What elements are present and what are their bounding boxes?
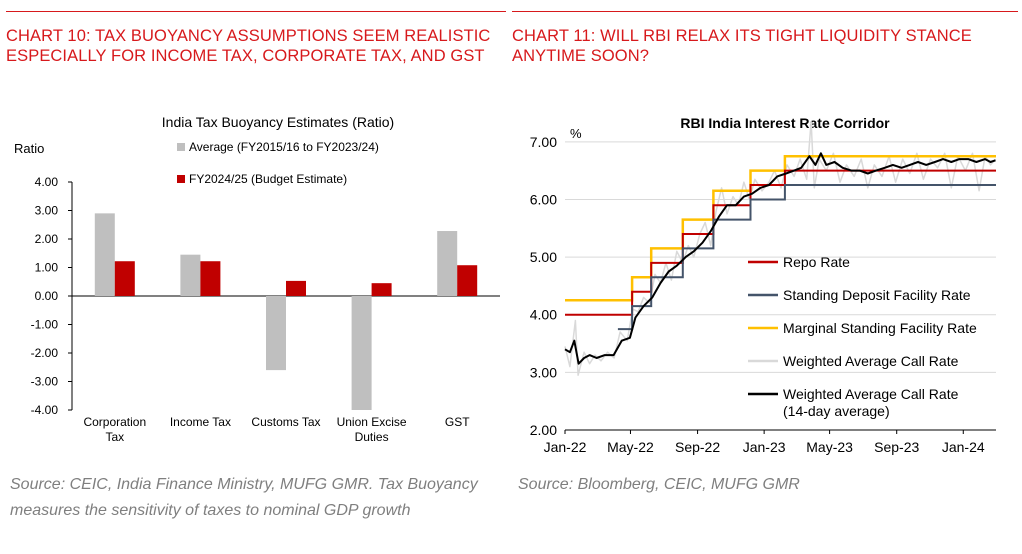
- line-y-tick-label: 2.00: [530, 422, 557, 438]
- line-y-tick-label: 3.00: [530, 364, 557, 380]
- line-x-tick-label: Jan-22: [544, 439, 587, 455]
- line-legend-label-2: Marginal Standing Facility Rate: [783, 320, 977, 336]
- line-y-tick-label: 7.00: [530, 134, 557, 150]
- line-chart-ylabel: %: [570, 126, 582, 141]
- line-x-tick-label: Jan-23: [743, 439, 786, 455]
- bar-y-tick-label: 2.00: [35, 232, 59, 246]
- bar-0-1: [180, 254, 201, 296]
- bar-y-tick-label: 4.00: [35, 175, 59, 189]
- line-legend-label-3: Weighted Average Call Rate: [783, 353, 959, 369]
- bar-category-label: Customs Tax: [251, 415, 320, 429]
- bar-y-tick-label: 1.00: [35, 261, 59, 275]
- legend-swatch-0: [177, 143, 185, 151]
- line-legend-label-4: Weighted Average Call Rate (14-day averag…: [783, 386, 959, 419]
- legend-label-0: Average (FY2015/16 to FY2023/24): [189, 140, 379, 154]
- bar-1-4: [457, 265, 478, 296]
- bar-category-label: GST: [445, 415, 470, 429]
- bar-category-label: Corporation Tax: [83, 415, 146, 444]
- series-repo-step: [565, 169, 996, 316]
- series-msf-step: [565, 154, 996, 302]
- bar-0-4: [437, 231, 458, 296]
- bar-y-tick-label: -2.00: [31, 346, 59, 360]
- bar-1-0: [114, 261, 135, 296]
- bar-y-tick-label: 0.00: [35, 289, 59, 303]
- legend-swatch-1: [177, 175, 185, 183]
- bar-category-label: Income Tax: [170, 415, 231, 429]
- bar-y-tick-label: 3.00: [35, 204, 59, 218]
- bar-1-1: [200, 261, 221, 296]
- right-chart-heading: CHART 11: WILL RBI RELAX ITS TIGHT LIQUI…: [512, 27, 972, 65]
- bar-chart-title: India Tax Buoyancy Estimates (Ratio): [162, 114, 394, 130]
- bar-chart-ylabel: Ratio: [14, 141, 44, 156]
- line-x-tick-label: May-22: [607, 439, 654, 455]
- line-x-tick-label: Sep-22: [675, 439, 720, 455]
- line-y-tick-label: 4.00: [530, 307, 557, 323]
- line-x-tick-label: Jan-24: [942, 439, 985, 455]
- bar-category-label: Union Excise Duties: [337, 415, 407, 444]
- right-top-rule: [512, 11, 1018, 12]
- tax-buoyancy-chart: India Tax Buoyancy Estimates (Ratio) Rati…: [14, 114, 500, 444]
- line-x-tick-label: May-23: [806, 439, 853, 455]
- bar-0-3: [351, 296, 372, 410]
- bar-1-3: [371, 283, 392, 296]
- bar-y-tick-label: -1.00: [31, 318, 59, 332]
- legend-label-1: FY2024/25 (Budget Estimate): [189, 172, 347, 186]
- series-call-rate-14d-line: [564, 152, 996, 365]
- left-panel: CHART 10: TAX BUOYANCY ASSUMPTIONS SEEM …: [6, 0, 506, 66]
- bar-0-2: [266, 296, 286, 371]
- interest-rate-corridor-chart: RBI India Interest Rate Corridor% 7.00 6.0…: [530, 115, 997, 455]
- bar-y-tick-label: -4.00: [31, 403, 59, 417]
- right-source-note: Source: Bloomberg, CEIC, MUFG GMR: [518, 476, 800, 493]
- line-y-tick-label: 6.00: [530, 191, 557, 207]
- line-x-tick-label: Sep-23: [874, 439, 919, 455]
- bar-0-0: [94, 213, 115, 296]
- bar-1-2: [286, 280, 306, 296]
- line-legend-label-0: Repo Rate: [783, 254, 850, 270]
- bar-y-tick-label: -3.00: [31, 375, 59, 389]
- right-panel: CHART 11: WILL RBI RELAX ITS TIGHT LIQUI…: [512, 0, 1018, 66]
- left-chart-heading: CHART 10: TAX BUOYANCY ASSUMPTIONS SEEM …: [6, 27, 491, 65]
- left-top-rule: [6, 11, 506, 12]
- line-legend-label-1: Standing Deposit Facility Rate: [783, 287, 971, 303]
- left-source-note: Source: CEIC, India Finance Ministry, MU…: [10, 476, 478, 519]
- line-chart-title: RBI India Interest Rate Corridor: [680, 115, 890, 131]
- line-y-tick-label: 5.00: [530, 249, 557, 265]
